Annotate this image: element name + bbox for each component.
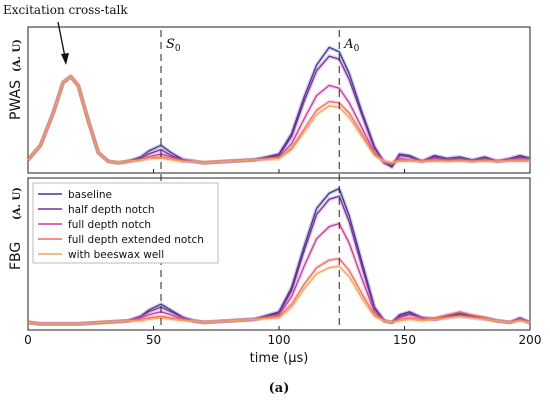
x-tick-label-2: 100 [268, 333, 291, 347]
top-panel-plot [26, 45, 531, 170]
marker-label-1: A0 [343, 37, 359, 54]
fbg-series-line-1 [27, 195, 531, 325]
legend-box [32, 182, 219, 264]
pwas-series-band-0 [26, 45, 531, 170]
fbg-series-line-4 [27, 265, 531, 325]
pwas-series-band-1 [26, 54, 531, 168]
marker-label-0: S0 [166, 37, 181, 54]
fbg-series-band-4 [27, 264, 531, 326]
bottom-panel-ylabel: FBG [8, 242, 24, 270]
annotation-arrow-shaft [57, 21, 66, 58]
x-tick-label-0: 0 [24, 333, 32, 347]
x-tick-label-4: 200 [519, 333, 542, 347]
legend-entry-2: full depth notch [68, 219, 151, 231]
pwas-series-band-3 [26, 74, 530, 165]
annotation-label: Excitation cross-talk [3, 3, 128, 17]
top-panel-ylabel: PWAS [8, 80, 24, 120]
legend-entry-3: full depth extended notch [68, 234, 204, 246]
legend-entry-0: baseline [68, 189, 112, 201]
fbg-series-line-3 [27, 257, 531, 325]
legend-entry-1: half depth notch [68, 204, 155, 216]
pwas-series-line-4 [27, 75, 530, 164]
figure-caption: (a) [269, 381, 290, 396]
annotation-arrowhead [61, 53, 69, 65]
bottom-panel-plot [27, 186, 531, 326]
x-axis-ticks: 0 50 100 150 200 [24, 169, 541, 347]
x-tick-label-1: 50 [146, 333, 161, 347]
bottom-panel-yunit: (A. U) [12, 187, 23, 220]
pwas-series-band-4 [26, 74, 530, 165]
x-tick-label-3: 150 [393, 333, 416, 347]
marker-lines: S0 A0 [160, 30, 360, 330]
pwas-series-line-1 [27, 55, 531, 167]
legend-entry-4: with beeswax well [68, 249, 164, 261]
pwas-series-line-3 [27, 75, 530, 164]
x-axis-label: time (μs) [250, 351, 309, 366]
pwas-series-line-0 [27, 46, 531, 168]
legend: baseline half depth notch full depth notch… [32, 182, 219, 264]
top-panel-yunit: (A. U) [12, 39, 23, 72]
fbg-series-band-3 [27, 256, 531, 326]
